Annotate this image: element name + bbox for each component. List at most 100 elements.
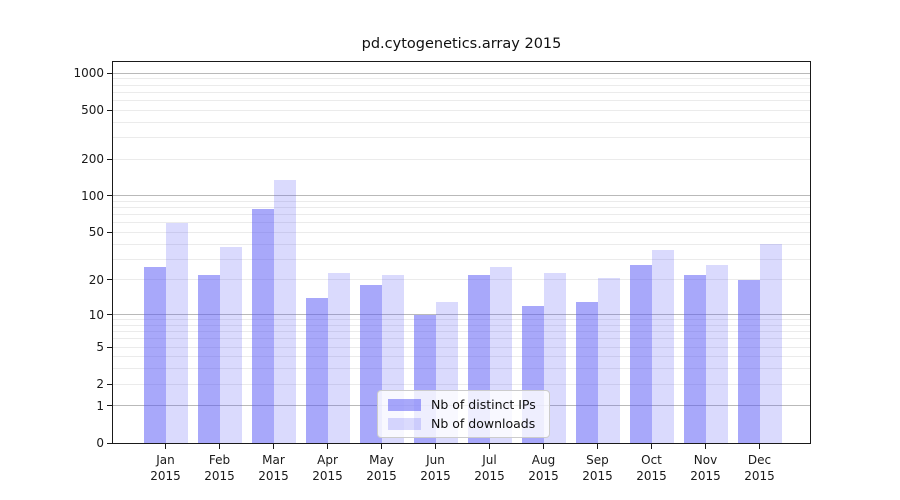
chart-title: pd.cytogenetics.array 2015 xyxy=(361,36,562,52)
gridline-minor xyxy=(113,279,810,281)
gridline-minor xyxy=(113,136,810,138)
bar-distinct-ips xyxy=(143,266,166,443)
x-tick-label: Mar 2015 xyxy=(258,453,289,483)
bar-distinct-ips xyxy=(737,280,760,443)
gridline-minor xyxy=(113,346,810,348)
x-tick-label: Feb 2015 xyxy=(204,453,235,483)
bar-distinct-ips xyxy=(575,301,598,443)
bar-distinct-ips xyxy=(197,275,220,443)
gridline-minor xyxy=(113,258,810,260)
x-tick-label: Jul 2015 xyxy=(474,453,505,483)
legend-label-downloads: Nb of downloads xyxy=(431,416,536,431)
gridline-major xyxy=(113,195,810,197)
x-tick-mark xyxy=(273,444,274,449)
bar-distinct-ips xyxy=(629,264,652,443)
bar-distinct-ips xyxy=(683,275,706,443)
y-tick-mark xyxy=(107,314,112,316)
gridline-minor xyxy=(113,243,810,245)
legend-item-downloads: Nb of downloads xyxy=(388,416,536,431)
x-tick-mark xyxy=(435,444,436,449)
y-tick-mark xyxy=(107,231,112,233)
y-tick-label: 0 xyxy=(96,436,104,450)
bar-distinct-ips xyxy=(305,298,328,443)
gridline-minor xyxy=(113,78,810,80)
x-tick-label: Jun 2015 xyxy=(420,453,451,483)
gridline-minor xyxy=(113,121,810,123)
bar-downloads xyxy=(327,272,350,443)
gridline-minor xyxy=(113,383,810,385)
x-tick-label: Oct 2015 xyxy=(636,453,667,483)
x-tick-mark xyxy=(381,444,382,449)
bar-downloads xyxy=(705,264,728,443)
bar-downloads xyxy=(165,222,188,443)
gridline-major xyxy=(113,72,810,74)
gridline-minor xyxy=(113,99,810,101)
y-tick-mark xyxy=(107,158,112,160)
x-tick-mark xyxy=(165,444,166,449)
y-tick-mark xyxy=(107,405,112,407)
legend: Nb of distinct IPs Nb of downloads xyxy=(377,390,550,438)
gridline-minor xyxy=(113,356,810,358)
gridline-minor xyxy=(113,331,810,333)
gridline-minor xyxy=(113,222,810,224)
gridline-minor xyxy=(113,109,810,111)
gridline-minor xyxy=(113,84,810,86)
x-tick-mark xyxy=(219,444,220,449)
gridline-minor xyxy=(113,324,810,326)
x-tick-mark xyxy=(489,444,490,449)
x-tick-label: Aug 2015 xyxy=(528,453,559,483)
y-tick-label: 2 xyxy=(96,377,104,392)
bar-downloads xyxy=(219,246,242,443)
legend-swatch-distinct-ips xyxy=(388,398,421,411)
x-tick-mark xyxy=(705,444,706,449)
bar-downloads xyxy=(273,180,296,443)
x-tick-label: Apr 2015 xyxy=(312,453,343,483)
gridline-minor xyxy=(113,91,810,93)
x-tick-label: Sep 2015 xyxy=(582,453,613,483)
y-tick-label: 50 xyxy=(88,225,104,240)
y-tick-label: 100 xyxy=(81,188,104,203)
gridline-major xyxy=(113,314,810,316)
y-tick-label: 200 xyxy=(81,152,104,167)
y-tick-label: 500 xyxy=(81,103,104,118)
gridline-minor xyxy=(113,368,810,370)
x-tick-mark xyxy=(597,444,598,449)
x-tick-mark xyxy=(759,444,760,449)
legend-swatch-downloads xyxy=(388,417,421,430)
y-tick-mark xyxy=(107,346,112,348)
bar-downloads xyxy=(759,244,782,443)
x-tick-mark xyxy=(651,444,652,449)
y-tick-label: 5 xyxy=(96,340,104,355)
x-tick-mark xyxy=(327,444,328,449)
gridline-minor xyxy=(113,207,810,209)
plot-area: 0 1 2 5 10 20 50 100 200 500 1000 Jan 2015 Feb 2015 Mar… xyxy=(73,61,811,483)
bar-downloads xyxy=(651,249,674,443)
y-tick-mark xyxy=(107,279,112,281)
legend-item-distinct-ips: Nb of distinct IPs xyxy=(388,397,536,412)
gridline-minor xyxy=(113,200,810,202)
gridline-minor xyxy=(113,231,810,233)
gridline-minor xyxy=(113,214,810,216)
x-tick-label: May 2015 xyxy=(366,453,397,483)
gridline-minor xyxy=(113,158,810,160)
y-tick-mark xyxy=(107,195,112,197)
y-tick-label: 1 xyxy=(96,398,104,413)
gridline-minor xyxy=(113,319,810,321)
x-tick-label: Nov 2015 xyxy=(690,453,721,483)
y-tick-mark xyxy=(107,109,112,111)
bar-downloads xyxy=(597,277,620,443)
y-tick-label: 20 xyxy=(88,272,104,287)
y-tick-mark xyxy=(107,383,112,385)
x-tick-label: Dec 2015 xyxy=(744,453,775,483)
x-tick-label: Jan 2015 xyxy=(150,453,181,483)
x-tick-mark xyxy=(543,444,544,449)
y-tick-mark xyxy=(107,72,112,74)
y-tick-label: 1000 xyxy=(73,66,104,81)
bar-distinct-ips xyxy=(359,285,382,443)
bar-distinct-ips xyxy=(251,209,274,443)
y-tick-mark xyxy=(107,442,112,444)
y-tick-label: 10 xyxy=(88,307,104,322)
gridline-minor xyxy=(113,338,810,340)
legend-label-distinct-ips: Nb of distinct IPs xyxy=(431,397,536,412)
